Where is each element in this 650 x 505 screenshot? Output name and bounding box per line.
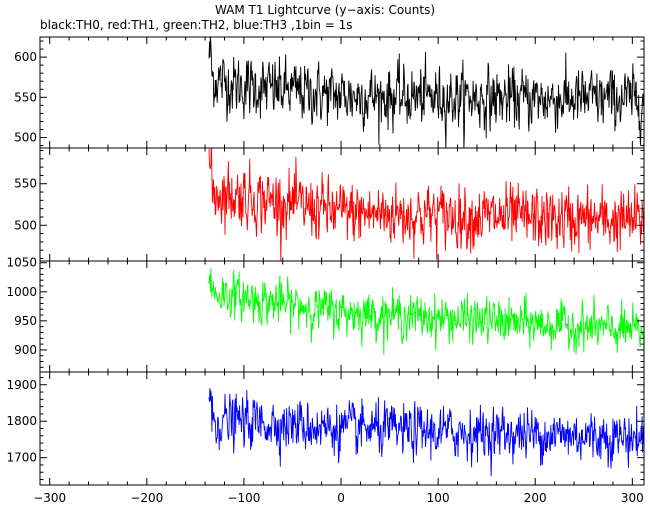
y-tick-label: 550 — [14, 177, 37, 191]
series-line-th3 — [208, 388, 644, 477]
panel-th2: 1050 1000 950 900 — [6, 256, 645, 373]
x-tick-label: −100 — [227, 491, 260, 505]
panel-frame — [39, 36, 645, 149]
y-tick-label: 550 — [14, 90, 37, 104]
x-tick-label: −200 — [130, 491, 163, 505]
chart-panels: 600 550 500 550 500 1050 1000 950 900 1900 1800 170… — [6, 36, 645, 486]
y-tick-label: 1700 — [6, 451, 37, 465]
panel-th0: 600 550 500 — [14, 36, 645, 149]
panel-frame — [39, 260, 645, 373]
series-line-th0 — [208, 37, 644, 148]
panel-frame — [39, 147, 645, 262]
x-tick-label: 200 — [524, 491, 547, 505]
x-tick-label: 100 — [427, 491, 450, 505]
x-tick-label: 0 — [337, 491, 345, 505]
y-tick-label: 900 — [14, 343, 37, 357]
series-line-th1 — [208, 148, 644, 261]
panel-th1: 550 500 — [14, 147, 645, 262]
panel-th3: 1900 1800 1700 — [6, 371, 645, 486]
y-tick-label: 1800 — [6, 414, 37, 428]
y-tick-label: 1900 — [6, 378, 37, 392]
x-axis: −300 −200 −100 0 100 200 300 — [33, 491, 644, 505]
y-tick-label: 1000 — [6, 285, 37, 299]
series-line-th2 — [208, 268, 644, 356]
x-tick-label: 300 — [621, 491, 644, 505]
y-tick-label: 500 — [14, 218, 37, 232]
y-tick-label: 1050 — [6, 256, 37, 270]
y-tick-label: 500 — [14, 131, 37, 145]
chart-title: WAM T1 Lightcurve (y−axis: Counts) — [215, 3, 435, 17]
x-tick-label: −300 — [33, 491, 66, 505]
y-tick-label: 950 — [14, 314, 37, 328]
chart-subtitle: black:TH0, red:TH1, green:TH2, blue:TH3 … — [40, 18, 353, 32]
y-tick-label: 600 — [14, 50, 37, 64]
